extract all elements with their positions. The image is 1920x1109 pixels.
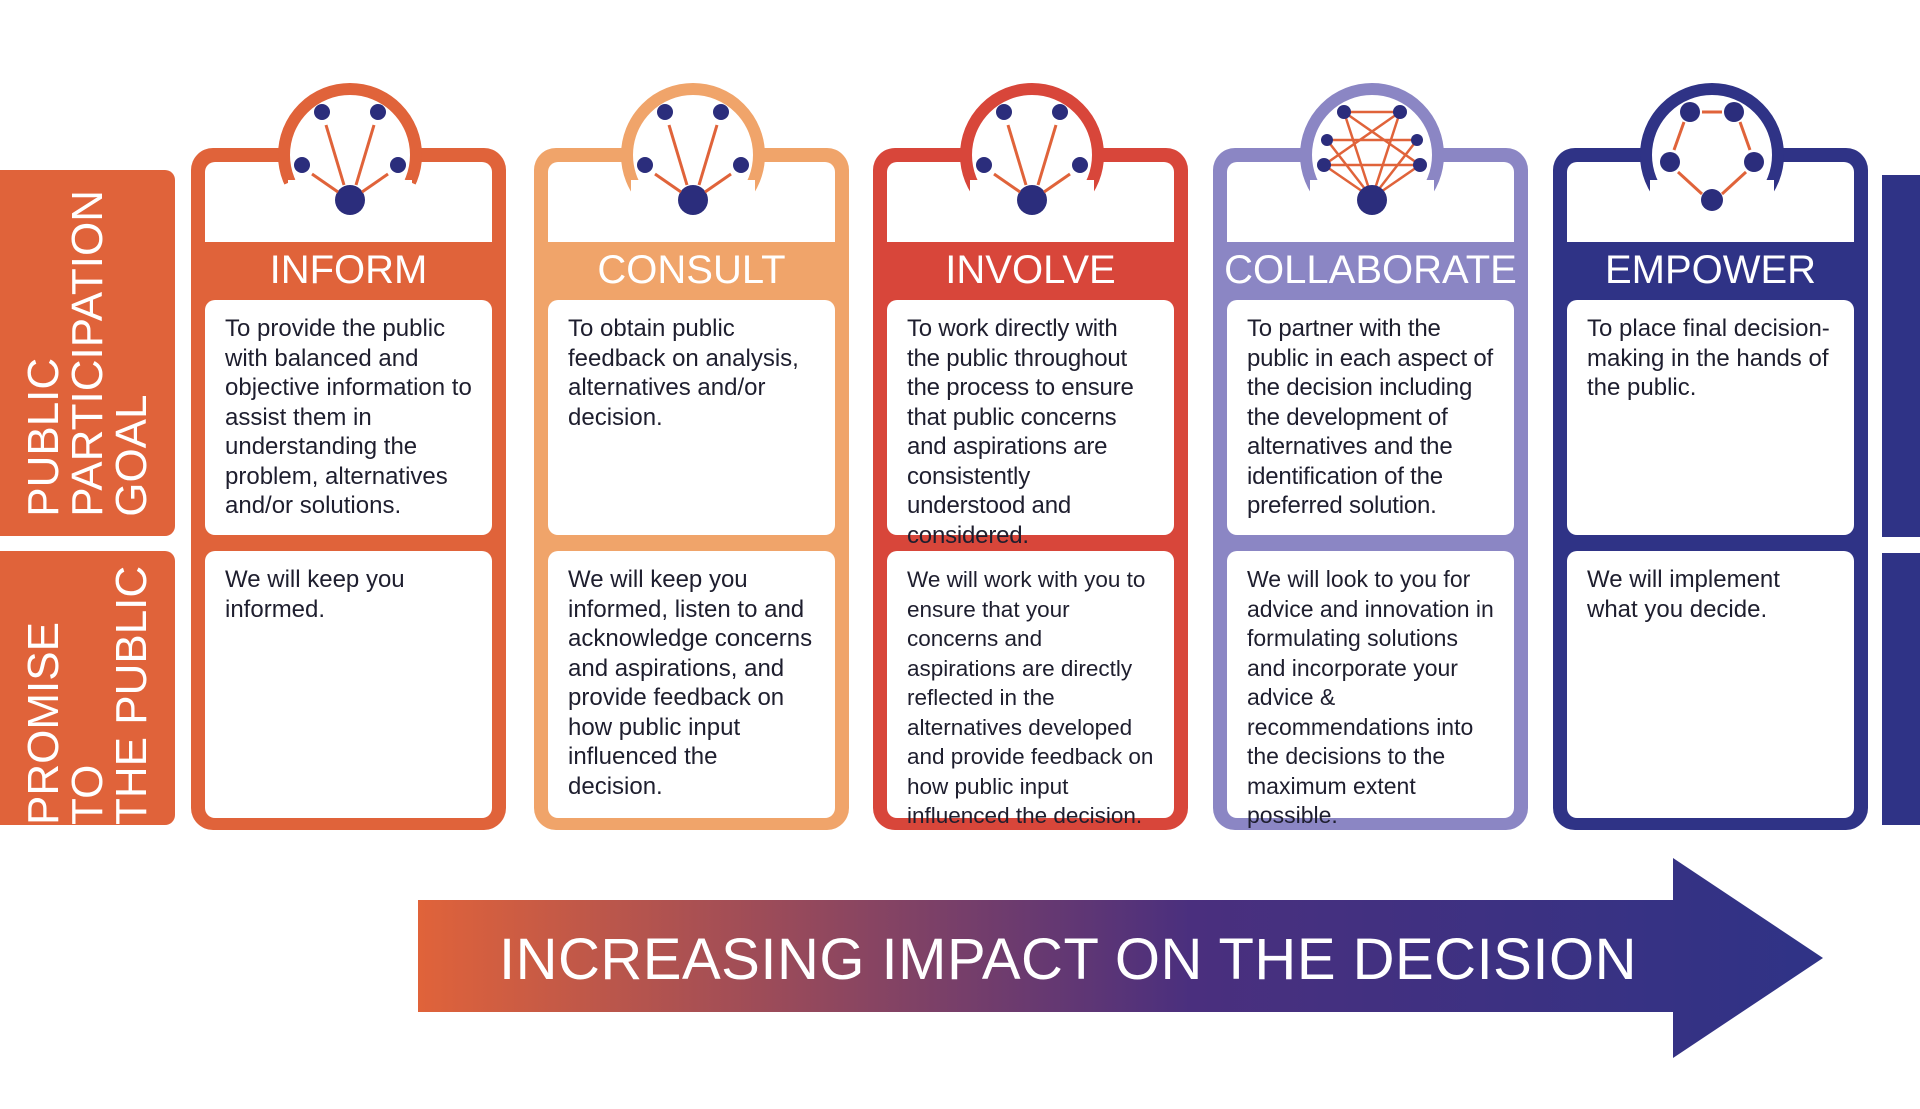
empower-promise-box: We will implement what you decide. bbox=[1567, 551, 1854, 818]
involve-icon bbox=[960, 83, 1104, 240]
empower-title: EMPOWER bbox=[1604, 248, 1817, 292]
column-consult: CONSULT To obtain public feedback on ana… bbox=[534, 148, 849, 830]
consult-title: CONSULT bbox=[597, 248, 786, 292]
column-empower: EMPOWER To place final decision-making i… bbox=[1553, 148, 1868, 830]
public-participation-goal-label: PUBLIC PARTICIPATION GOAL bbox=[0, 170, 175, 536]
inform-goal-box: To provide the public with balanced and … bbox=[205, 300, 492, 535]
empower-icon bbox=[1640, 83, 1784, 240]
collaborate-goal-box: To partner with the public in each aspec… bbox=[1227, 300, 1514, 535]
inform-title: INFORM bbox=[269, 248, 428, 292]
involve-promise-box: We will work with you to ensure that you… bbox=[887, 551, 1174, 828]
column-inform: INFORM To provide the public with balanc… bbox=[191, 148, 506, 830]
promise-to-the-public-label: PROMISE TO THE PUBLIC bbox=[0, 551, 175, 825]
column-involve: INVOLVE To work directly with the public… bbox=[873, 148, 1188, 830]
consult-promise-box: We will keep you informed, listen to and… bbox=[548, 551, 835, 818]
inform-promise-box: We will keep you informed. bbox=[205, 551, 492, 818]
empower-goal-box: To place final decision-making in the ha… bbox=[1567, 300, 1854, 535]
increasing-impact-label: INCREASING IMPACT ON THE DECISION bbox=[499, 927, 1637, 992]
consult-icon bbox=[621, 83, 765, 240]
collaborate-icon bbox=[1300, 83, 1444, 240]
increasing-impact-arrow bbox=[418, 858, 1823, 1058]
consult-goal-box: To obtain public feedback on analysis, a… bbox=[548, 300, 835, 535]
involve-title: INVOLVE bbox=[945, 248, 1116, 292]
collaborate-title: COLLABORATE bbox=[1224, 248, 1517, 292]
involve-goal-box: To work directly with the public through… bbox=[887, 300, 1174, 549]
collaborate-promise-box: We will look to you for advice and innov… bbox=[1227, 551, 1514, 828]
column-collaborate: COLLABORATE To partner with the public i… bbox=[1213, 148, 1528, 830]
inform-icon bbox=[278, 83, 422, 240]
next-column-edge bbox=[1882, 175, 1920, 825]
